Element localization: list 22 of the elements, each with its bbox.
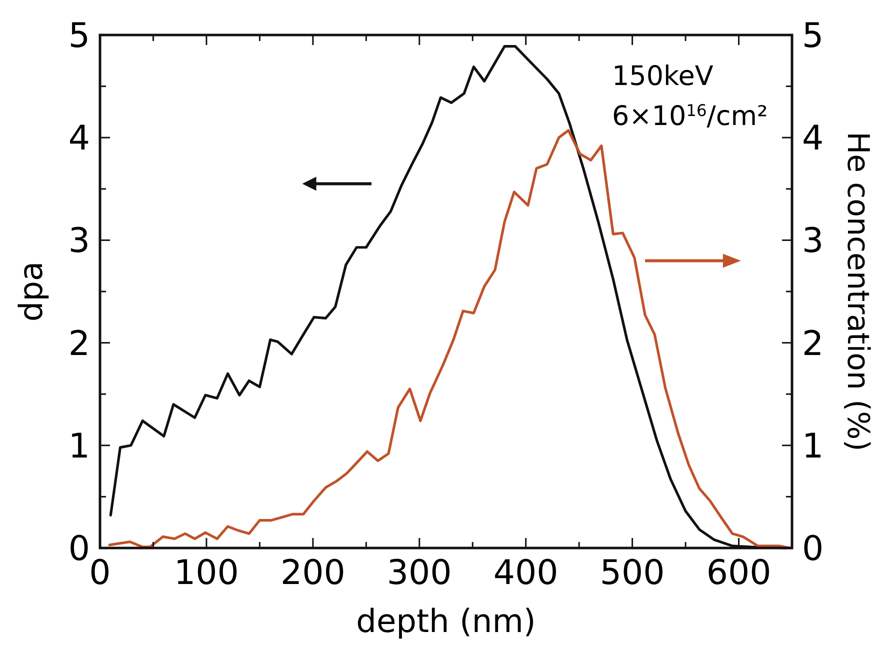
y2-tick-label: 1 <box>802 426 824 466</box>
y-tick-label: 1 <box>68 426 90 466</box>
y2-tick-label: 3 <box>802 221 824 262</box>
y2-tick-label: 2 <box>802 324 824 364</box>
line-series <box>108 129 792 550</box>
annotation: 6×10$^{16}$/cm² <box>612 100 768 132</box>
y-axis-title: dpa <box>12 261 50 322</box>
annotation: 150keV <box>612 61 714 92</box>
y-tick-label: 5 <box>68 16 90 56</box>
y2-axis-title: He concentration (%) <box>840 132 875 452</box>
x-tick-label: 200 <box>280 553 346 593</box>
x-tick-label: 400 <box>493 553 558 593</box>
x-tick-label: 600 <box>706 553 772 593</box>
y-tick-label: 4 <box>68 118 90 159</box>
y2-tick-label: 4 <box>802 118 824 159</box>
y2-tick-label: 5 <box>802 16 824 56</box>
x-axis-title: depth (nm) <box>356 602 536 640</box>
x-tick-label: 100 <box>174 553 239 593</box>
y-tick-label: 2 <box>68 324 90 364</box>
x-tick-label: 500 <box>600 553 665 593</box>
x-tick-label: 300 <box>386 553 452 593</box>
y-tick-label: 3 <box>68 221 90 262</box>
